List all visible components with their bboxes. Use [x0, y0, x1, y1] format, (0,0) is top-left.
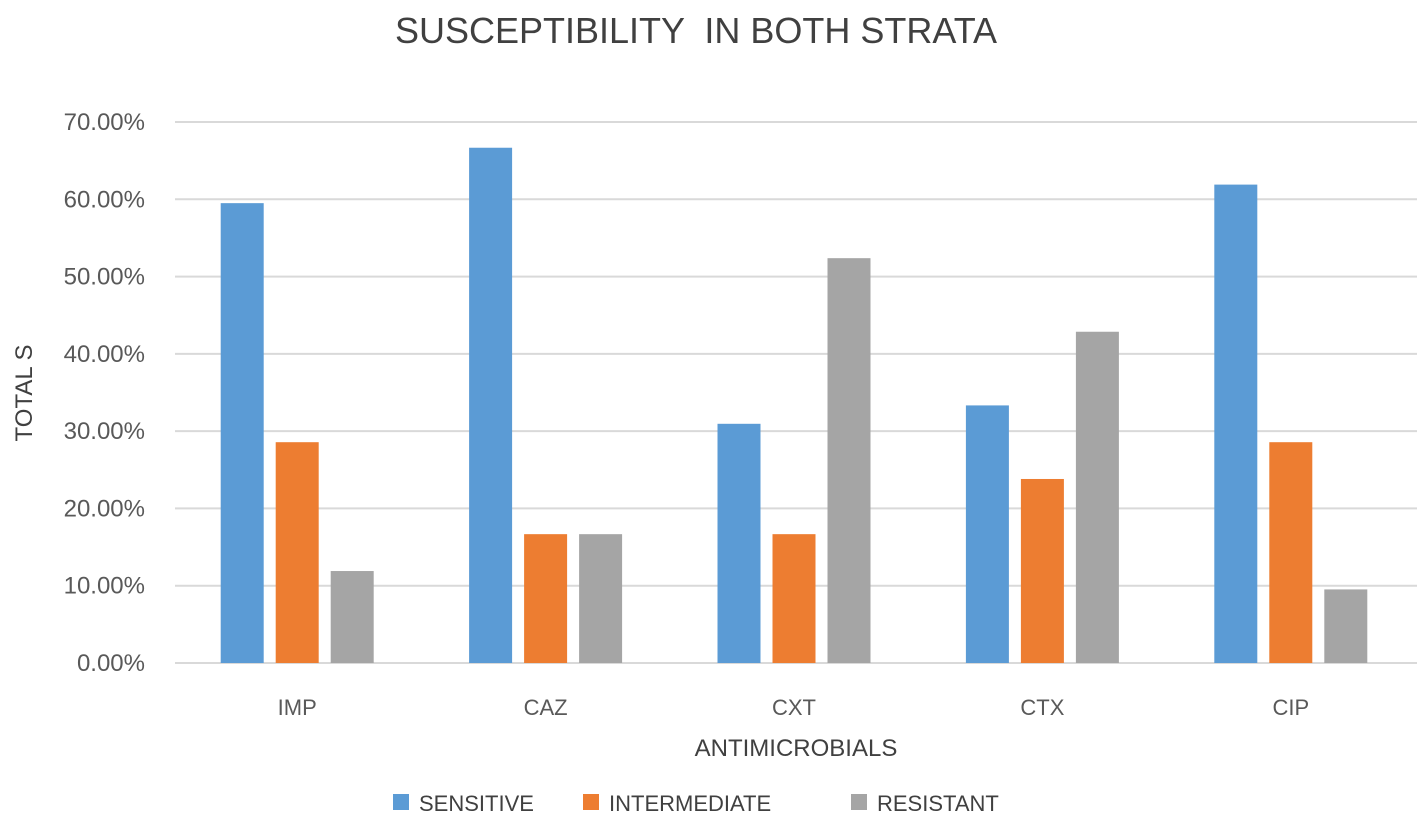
bar-resistant-caz — [579, 534, 623, 663]
x-axis-ticks: IMP CAZ CXT CTX CIP — [278, 695, 1310, 720]
bar-intermediate-imp — [275, 442, 319, 663]
bar-resistant-cxt — [827, 258, 871, 663]
bar-sensitive-caz — [469, 147, 513, 663]
legend-label: RESISTANT — [877, 791, 999, 816]
chart-title: SUSCEPTIBILITY IN BOTH STRATA — [395, 10, 997, 51]
legend-label: SENSITIVE — [419, 791, 534, 816]
gridlines — [175, 121, 1417, 664]
bar-intermediate-ctx — [1020, 478, 1064, 663]
y-tick-label: 50.00% — [64, 264, 145, 291]
legend-label: INTERMEDIATE — [609, 791, 771, 816]
legend-swatch-intermediate — [583, 794, 599, 810]
bar-resistant-ctx — [1075, 331, 1119, 663]
legend-swatch-resistant — [851, 794, 867, 810]
bar-intermediate-caz — [524, 534, 568, 663]
y-tick-label: 40.00% — [64, 341, 145, 368]
bar-sensitive-cxt — [717, 423, 761, 663]
x-tick-label: CIP — [1272, 695, 1309, 720]
bar-resistant-cip — [1324, 589, 1368, 663]
y-tick-label: 30.00% — [64, 418, 145, 445]
bar-intermediate-cxt — [772, 534, 816, 663]
y-axis-title: TOTAL S — [11, 345, 38, 442]
x-axis-title: ANTIMICROBIALS — [695, 735, 898, 762]
bars — [220, 147, 1368, 663]
bar-sensitive-cip — [1214, 184, 1258, 663]
legend-swatch-sensitive — [393, 794, 409, 810]
x-tick-label: CTX — [1020, 695, 1064, 720]
y-tick-label: 0.00% — [77, 650, 145, 677]
y-tick-label: 10.00% — [64, 573, 145, 600]
y-axis-ticks: 0.00% 10.00% 20.00% 30.00% 40.00% 50.00% 60.00… — [64, 109, 145, 677]
bar-resistant-imp — [330, 571, 374, 663]
legend: SENSITIVE INTERMEDIATE RESISTANT — [393, 791, 999, 816]
y-tick-label: 70.00% — [64, 109, 145, 136]
x-tick-label: CAZ — [524, 695, 568, 720]
y-tick-label: 20.00% — [64, 495, 145, 522]
x-tick-label: IMP — [278, 695, 317, 720]
bar-sensitive-ctx — [965, 405, 1009, 663]
bar-sensitive-imp — [220, 203, 264, 663]
x-tick-label: CXT — [772, 695, 816, 720]
y-tick-label: 60.00% — [64, 186, 145, 213]
bar-intermediate-cip — [1269, 442, 1313, 663]
